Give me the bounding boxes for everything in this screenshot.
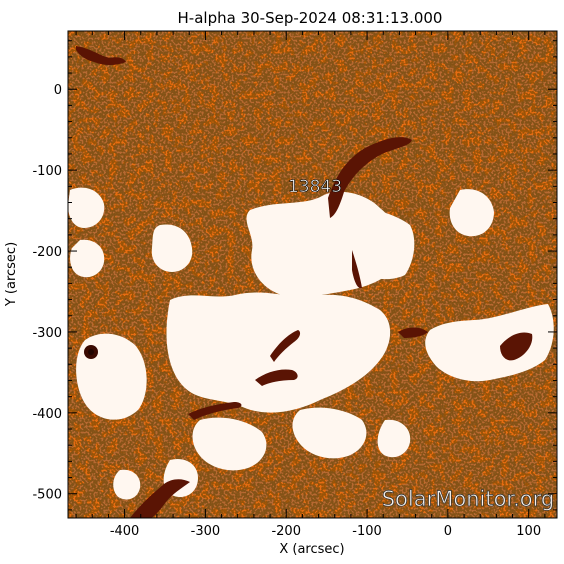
x-tick-label: -400	[110, 524, 140, 539]
solar-image: 13843 SolarMonitor.org	[68, 31, 557, 518]
solarmonitor-watermark: SolarMonitor.org	[382, 487, 555, 511]
plot-frame	[67, 30, 558, 519]
x-tick-label: -200	[271, 524, 301, 539]
active-region-label: 13843	[288, 177, 342, 197]
y-tick-label: -200	[32, 245, 62, 260]
sunspot-umbra	[88, 349, 94, 355]
filaments	[76, 46, 533, 518]
x-tick-label: -300	[191, 524, 221, 539]
y-tick-label: -100	[32, 164, 62, 179]
plage-regions	[68, 187, 554, 500]
x-tick-label: 0	[444, 524, 452, 539]
y-tick-label: -500	[32, 488, 62, 503]
y-tick-label: -400	[32, 407, 62, 422]
axis-tick-labels: -400 -300 -200 -100 0 100 0 -100 -200 -300 -400 -50…	[32, 83, 541, 539]
x-tick-label: -100	[352, 524, 382, 539]
axis-ticks	[68, 31, 557, 518]
y-axis-label: Y (arcsec)	[4, 242, 19, 307]
y-tick-label: 0	[54, 83, 62, 98]
plot-title: H-alpha 30-Sep-2024 08:31:13.000	[178, 9, 443, 27]
x-axis-label: X (arcsec)	[279, 542, 344, 557]
y-tick-label: -300	[32, 326, 62, 341]
x-tick-label: 100	[516, 524, 541, 539]
